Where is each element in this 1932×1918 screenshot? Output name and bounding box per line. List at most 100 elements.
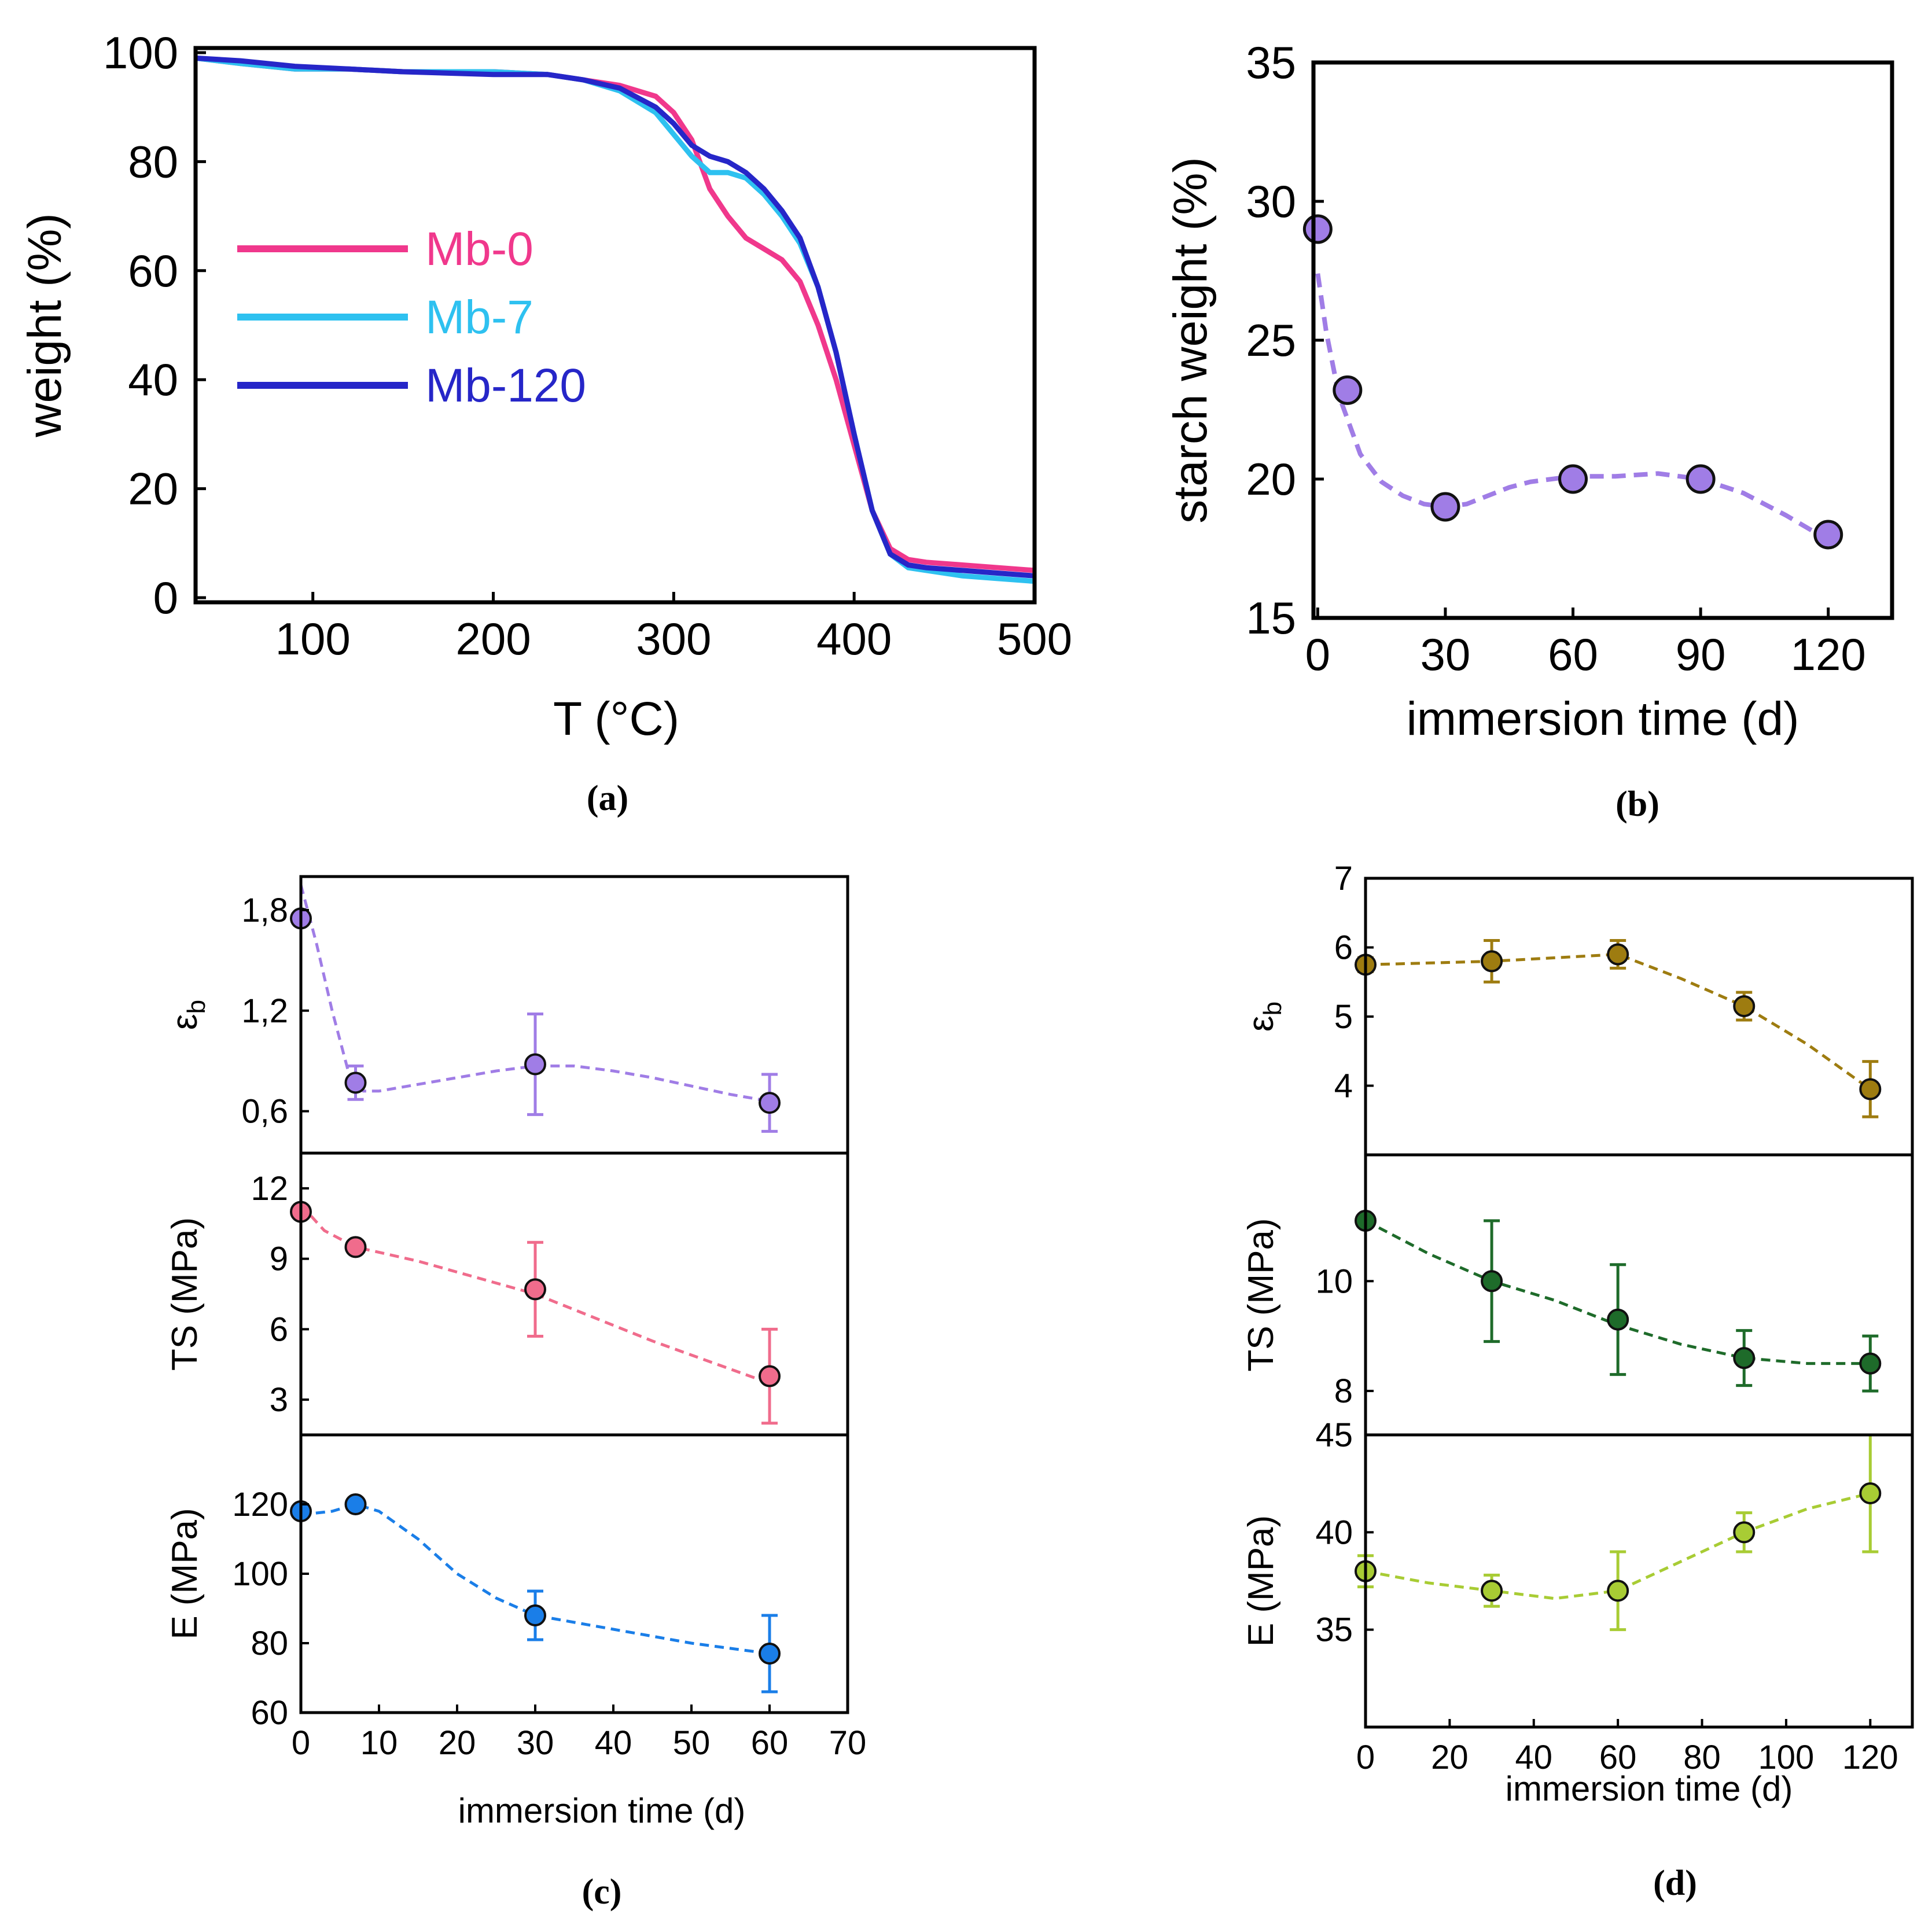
y-tick-label: 10 <box>1315 1262 1353 1300</box>
x-tick-label: 500 <box>997 613 1072 664</box>
data-point <box>524 1278 546 1301</box>
legend-label-mb-0: Mb-0 <box>425 223 533 275</box>
data-point <box>1607 1580 1629 1602</box>
panel-c-plot-area <box>290 884 781 1694</box>
y-tick-label: 35 <box>1246 37 1296 88</box>
y-tick-label: 100 <box>103 27 178 78</box>
panel-d-caption: (d) <box>1653 1864 1697 1903</box>
x-tick-label: 400 <box>816 613 892 664</box>
panel-c-caption: (c) <box>582 1872 622 1912</box>
x-tick-label: 30 <box>517 1724 554 1762</box>
y-tick-label: 80 <box>128 136 178 187</box>
y-axis-label-sub: b <box>1258 1002 1287 1015</box>
panel-a-tick-labels: 100 200 300 400 500 0 20 40 60 80 100 <box>103 27 1072 664</box>
y-axis-label: E (MPa) <box>165 1508 205 1639</box>
data-point <box>524 1604 546 1626</box>
fit-line <box>299 884 770 1103</box>
y-tick-label: 9 <box>270 1240 288 1278</box>
x-tick-label: 70 <box>829 1724 867 1762</box>
y-tick-label: 5 <box>1334 998 1353 1036</box>
data-point <box>759 1365 781 1387</box>
x-tick-label: 100 <box>1758 1739 1815 1776</box>
panel-a-caption: (a) <box>587 779 628 818</box>
data-point <box>1733 1347 1756 1370</box>
panel-a-legend: Mb-0 Mb-7 Mb-120 <box>237 223 586 412</box>
data-point <box>1302 214 1333 244</box>
data-point <box>1733 995 1756 1018</box>
panel-a-plot-area <box>195 55 1035 584</box>
y-axis-label: εb <box>1241 1002 1287 1032</box>
data-point <box>1813 520 1843 550</box>
y-tick-label: 40 <box>128 354 178 405</box>
d-subplot-frame <box>1364 1433 1914 1729</box>
y-axis-label-main: ε <box>1241 1015 1281 1032</box>
data-point <box>1859 1078 1882 1100</box>
panel-c-x-label: immersion time (d) <box>458 1791 746 1830</box>
y-tick-label: 40 <box>1315 1514 1353 1551</box>
panel-c-tick-labels: 0,6 1,2 1,8 3 6 9 12 60 80 100 120 0 10 20 30 40 50 60 70 <box>232 892 866 1762</box>
x-tick-label: 60 <box>1599 1739 1637 1776</box>
data-point <box>1430 492 1460 522</box>
data-point <box>1859 1482 1882 1504</box>
panel-d-plot-area <box>1355 939 1882 1632</box>
data-point <box>1733 1521 1756 1544</box>
y-axis-label: E (MPa) <box>1241 1515 1281 1647</box>
y-axis-label: TS (MPa) <box>1241 1218 1281 1371</box>
x-tick-label: 100 <box>275 613 351 664</box>
y-axis-label-main: TS (MPa) <box>165 1217 205 1371</box>
y-tick-label: 100 <box>232 1555 288 1593</box>
legend-label-mb-120: Mb-120 <box>425 359 586 412</box>
y-axis-label: TS (MPa) <box>165 1217 205 1371</box>
y-tick-label: 35 <box>1315 1611 1353 1649</box>
x-tick-label: 40 <box>595 1724 632 1762</box>
y-axis-label-main: E (MPa) <box>165 1508 205 1639</box>
x-tick-label: 0 <box>292 1724 310 1762</box>
panel-d-y-labels: εb TS (MPa) E (MPa) <box>1241 1002 1287 1647</box>
y-tick-label: 20 <box>128 463 178 514</box>
y-tick-label: 1,8 <box>241 892 288 929</box>
y-tick-label: 0 <box>153 572 178 623</box>
y-axis-label-main: E (MPa) <box>1241 1515 1281 1647</box>
y-tick-label: 80 <box>251 1625 288 1662</box>
panel-b-x-label: immersion time (d) <box>1407 693 1799 745</box>
y-tick-label: 45 <box>1315 1416 1353 1454</box>
data-point <box>1481 1580 1503 1602</box>
y-tick-label: 60 <box>251 1694 288 1732</box>
data-point <box>1558 464 1588 494</box>
y-axis-label-sub: b <box>182 1000 211 1014</box>
panel-a-x-label: T (°C) <box>553 693 679 745</box>
data-point <box>1607 943 1629 966</box>
x-tick-label: 40 <box>1515 1739 1553 1776</box>
panel-a-tga-chart: 100 200 300 400 500 0 20 40 60 80 100 T (°C) weigh… <box>19 27 1072 818</box>
panel-b-caption: (b) <box>1615 785 1659 824</box>
data-point <box>1686 464 1716 494</box>
x-tick-label: 50 <box>673 1724 711 1762</box>
x-tick-label: 200 <box>455 613 531 664</box>
x-tick-label: 20 <box>1431 1739 1469 1776</box>
data-point <box>1481 1270 1503 1293</box>
y-tick-label: 120 <box>232 1486 288 1523</box>
y-tick-label: 6 <box>1334 929 1353 967</box>
y-tick-label: 3 <box>270 1381 288 1419</box>
y-tick-label: 0,6 <box>241 1093 288 1131</box>
data-point <box>344 1236 367 1258</box>
fit-line <box>300 1203 770 1385</box>
x-tick-label: 20 <box>439 1724 476 1762</box>
y-tick-label: 7 <box>1334 860 1353 897</box>
y-axis-label-main: ε <box>165 1014 205 1030</box>
y-tick-label: 30 <box>1246 176 1296 227</box>
y-tick-label: 15 <box>1246 592 1296 643</box>
x-tick-label: 0 <box>1356 1739 1375 1776</box>
y-tick-label: 25 <box>1246 315 1296 366</box>
y-axis-label-main: TS (MPa) <box>1241 1218 1281 1371</box>
y-tick-label: 6 <box>270 1310 288 1348</box>
x-tick-label: 80 <box>1683 1739 1721 1776</box>
panel-b-y-label: starch weight (%) <box>1164 157 1217 523</box>
data-point <box>1607 1308 1629 1331</box>
y-tick-label: 1,2 <box>241 992 288 1030</box>
